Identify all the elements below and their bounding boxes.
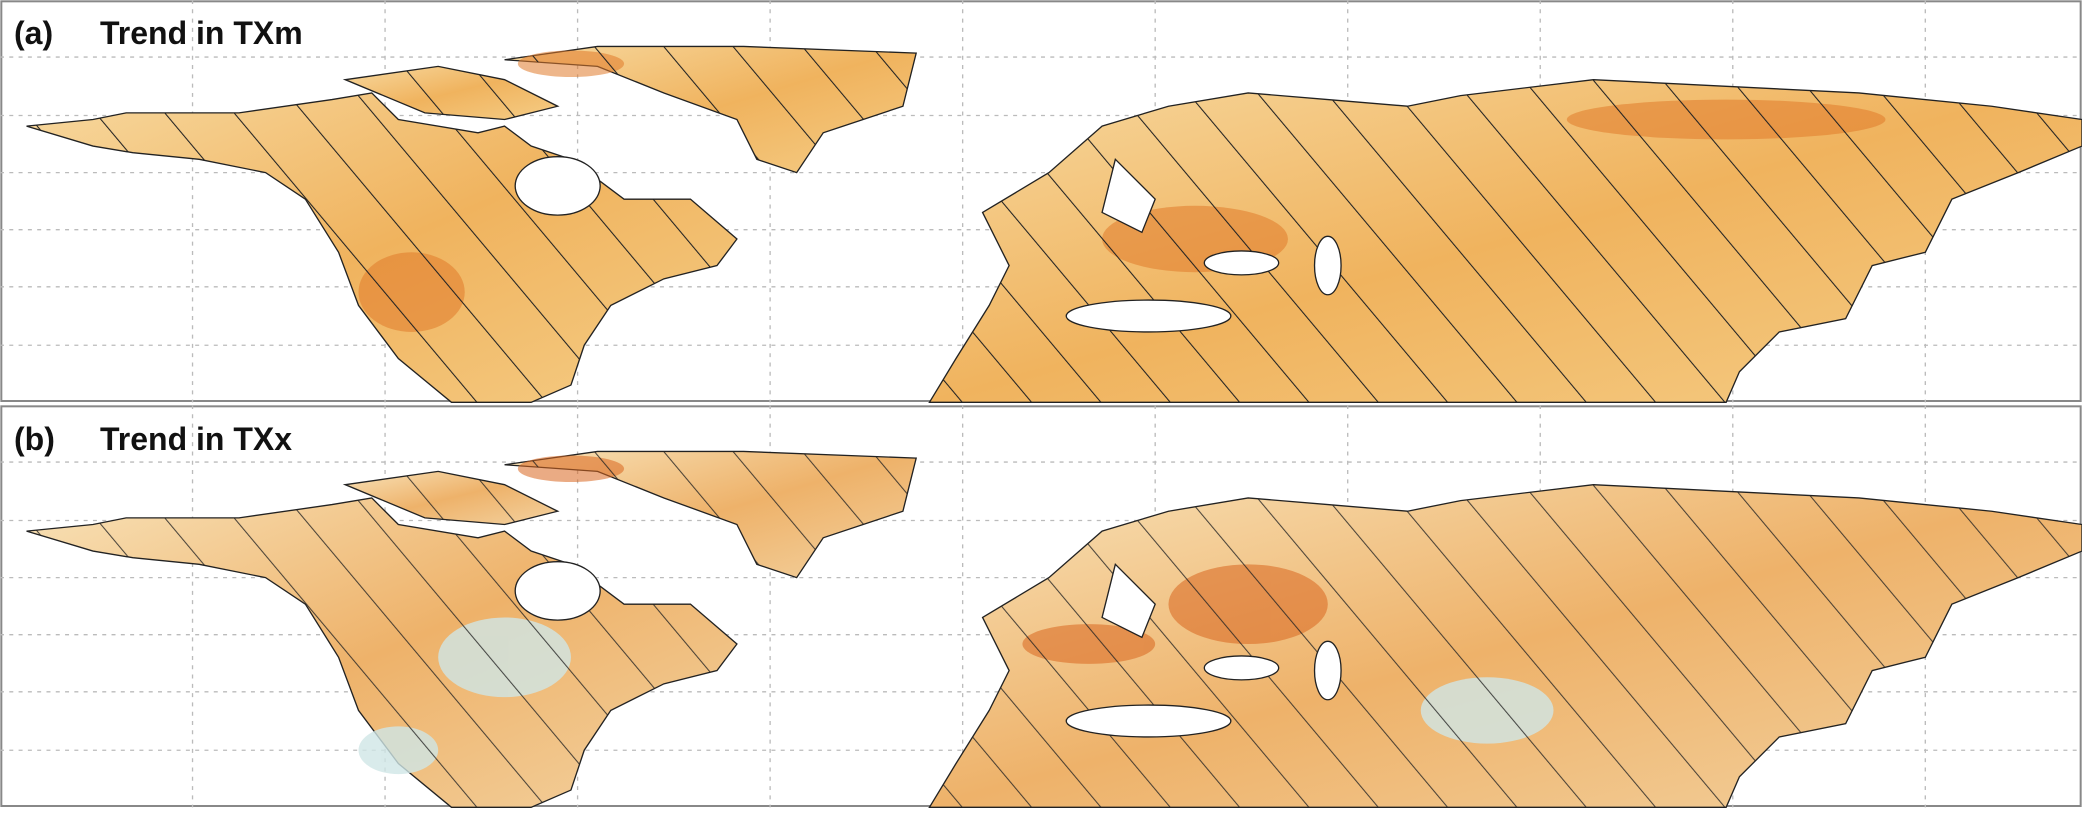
- panel-title: Trend in TXx: [100, 421, 292, 457]
- panel-a: [0, 0, 2082, 403]
- panel-label: (b): [14, 421, 55, 457]
- panel-label: (a): [14, 15, 53, 51]
- panel-title: Trend in TXm: [100, 15, 303, 51]
- panel-b: [0, 404, 2082, 808]
